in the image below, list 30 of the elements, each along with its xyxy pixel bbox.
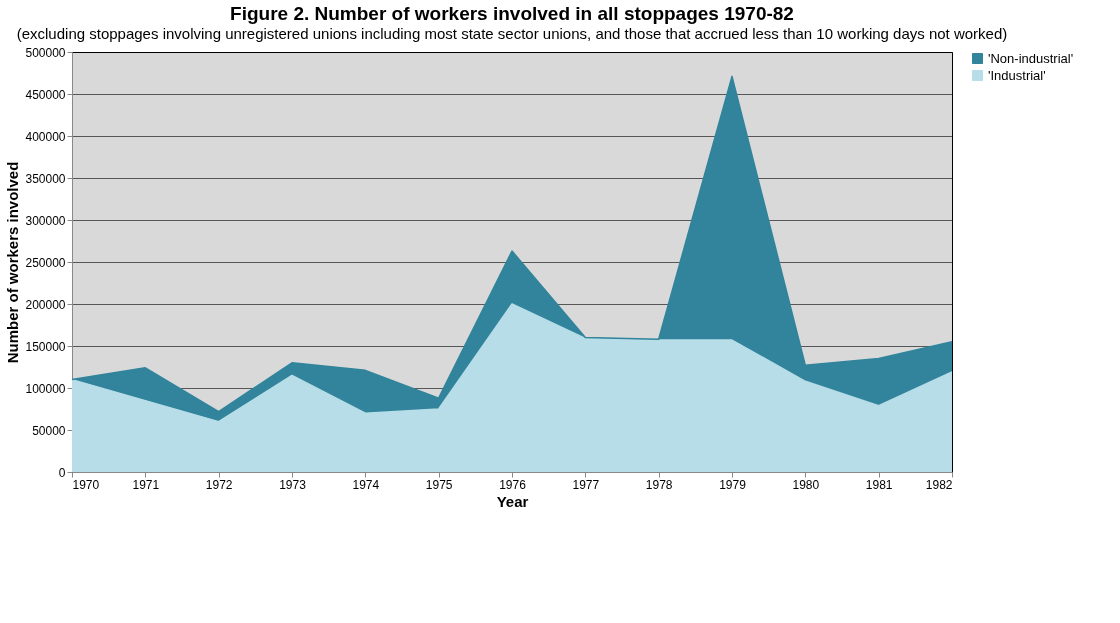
x-tick-label: 1978 [645,477,673,492]
x-tick-label: 1975 [425,477,453,492]
y-tick-label: 400000 [25,129,66,144]
x-axis-title: Year [496,492,529,510]
y-tick-label: 300000 [25,213,66,228]
y-tick-label: 0 [58,465,66,480]
x-tick-label: 1979 [719,477,747,492]
x-tick-label: 1982 [925,477,953,492]
chart-subtitle: (excluding stoppages involving unregistered unions including most state sector unions, and those that accrued less than 10 working days not worked) [16,25,1008,42]
y-tick-label: 100000 [25,381,66,396]
x-tick-label: 1970 [72,477,100,492]
y-tick-label: 50000 [32,423,66,438]
y-tick-label: 500000 [25,45,66,60]
y-tick-label: 350000 [25,171,66,186]
chart-title: Figure 2. Number of workers involved in all stoppages 1970-82 [230,3,794,24]
x-tick-label: 1974 [352,477,380,492]
x-tick-label: 1980 [792,477,820,492]
x-tick-label: 1977 [572,477,600,492]
y-axis-title: Number of workers involved [4,161,22,364]
x-tick-label: 1976 [499,477,527,492]
y-tick-label: 200000 [25,297,66,312]
y-tick-label: 250000 [25,255,66,270]
x-tick-label: 1973 [279,477,307,492]
x-tick-label: 1981 [865,477,893,492]
y-tick-label: 450000 [25,87,66,102]
x-tick-label: 1972 [205,477,233,492]
y-tick-label: 150000 [25,339,66,354]
legend-label: 'Industrial' [988,67,1046,83]
legend-label: 'Non-industrial' [988,50,1074,66]
x-tick-label: 1971 [132,477,160,492]
